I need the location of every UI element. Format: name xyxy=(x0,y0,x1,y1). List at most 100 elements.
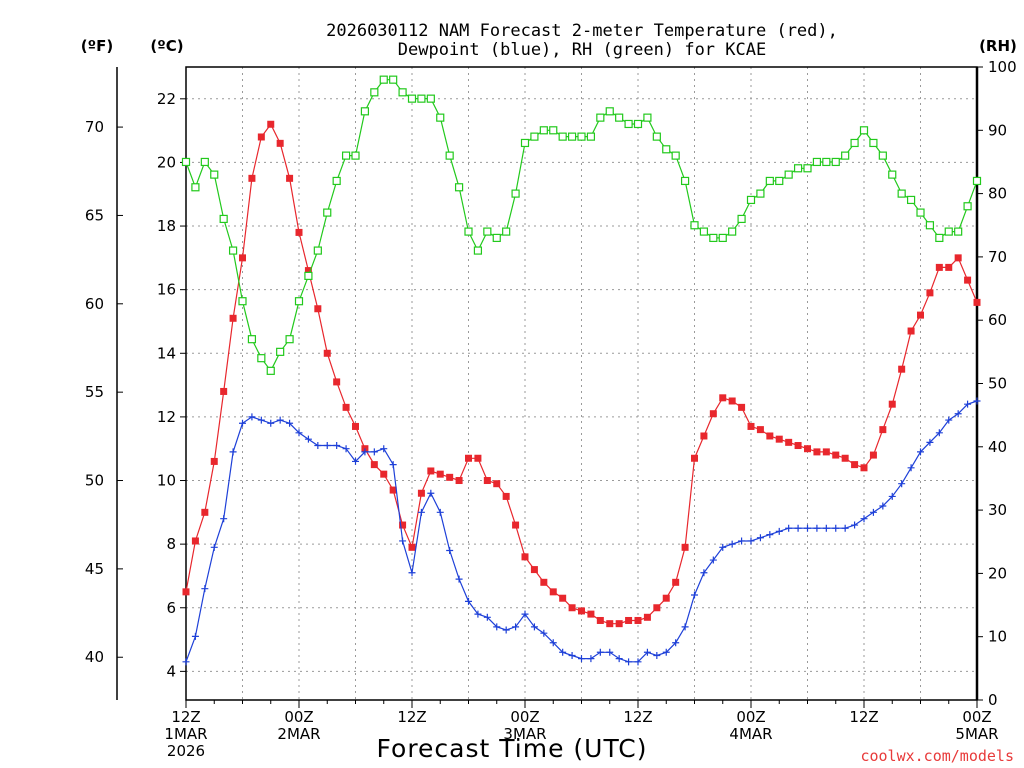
temperature-point xyxy=(587,610,595,618)
dewpoint-point xyxy=(408,569,416,577)
temperature-point xyxy=(210,457,218,465)
rh-point xyxy=(869,138,878,148)
dewpoint-point xyxy=(672,639,680,647)
rh-point xyxy=(803,164,812,173)
dewpoint-point xyxy=(276,416,284,424)
temperature-point xyxy=(455,477,463,485)
dewpoint-point xyxy=(681,623,689,631)
fahrenheit-tick-label: 70 xyxy=(85,118,104,136)
axes: 4 6 8 10 12 14 16 18 20 22 40 45 50 55 60 65 70 0 10 20 30 40… xyxy=(85,58,1017,760)
temperature-point xyxy=(530,566,538,574)
dewpoint-point xyxy=(804,524,811,532)
celsius-tick-label: 4 xyxy=(166,662,176,680)
dewpoint-point xyxy=(483,613,491,621)
temperature-point xyxy=(191,537,199,545)
x-tick-label: 00Z 5MAR xyxy=(955,708,998,743)
x-axis-title: Forecast Time (UTC) xyxy=(377,734,648,763)
x-tick-label: 12Z 1MAR 2026 xyxy=(164,708,207,760)
rh-point xyxy=(935,233,944,243)
rh-point xyxy=(549,126,558,135)
rh-tick-label: 80 xyxy=(988,185,1007,203)
celsius-tick-label: 20 xyxy=(157,153,176,171)
dewpoint-point xyxy=(502,626,510,634)
celsius-axis-label: (ºC) xyxy=(150,37,183,55)
rh-point xyxy=(200,157,209,167)
rh-point xyxy=(888,170,897,179)
rh-point xyxy=(483,227,492,236)
rh-point xyxy=(492,233,501,243)
fahrenheit-tick-label: 55 xyxy=(85,383,104,401)
temperature-point xyxy=(408,543,416,551)
x-tick-label: 12Z xyxy=(849,708,878,726)
grid-lines xyxy=(186,67,977,700)
dewpoint-point xyxy=(926,438,934,446)
temperature-point xyxy=(521,553,529,561)
dewpoint-point xyxy=(333,442,341,450)
rh-point xyxy=(379,75,388,84)
rh-point xyxy=(925,221,935,230)
dewpoint-point xyxy=(832,524,840,532)
celsius-tick-label: 14 xyxy=(157,344,176,362)
rh-point xyxy=(793,164,803,173)
temperature-point xyxy=(672,578,680,586)
temperature-point xyxy=(483,477,491,485)
rh-point xyxy=(210,170,219,179)
temperature-point xyxy=(578,607,585,615)
temperature-point xyxy=(766,432,774,440)
temperature-point xyxy=(964,276,972,284)
rh-point xyxy=(219,214,228,224)
rh-tick-label: 70 xyxy=(988,248,1007,266)
rh-point xyxy=(247,335,257,344)
chart-title-line-2: Dewpoint (blue), RH (green) for KCAE xyxy=(398,40,766,60)
rh-point xyxy=(360,107,370,116)
dewpoint-point xyxy=(738,537,746,545)
temperature-point xyxy=(502,492,510,500)
temperature-point xyxy=(898,365,906,373)
dewpoint-point xyxy=(888,492,896,500)
temperature-point xyxy=(926,289,934,297)
dewpoint-point xyxy=(455,575,463,583)
celsius-tick-label: 8 xyxy=(166,535,176,553)
temperature-point xyxy=(182,588,190,596)
rh-point xyxy=(530,132,539,141)
fahrenheit-axis-label: (ºF) xyxy=(81,37,113,55)
temperature-point xyxy=(540,578,548,586)
dewpoint-point xyxy=(286,419,294,427)
dewpoint-point xyxy=(841,524,849,532)
temperature-point xyxy=(465,454,472,462)
rh-point xyxy=(323,208,332,217)
rh-tick-label: 30 xyxy=(988,501,1007,519)
rh-point xyxy=(332,176,341,186)
rh-point xyxy=(812,157,822,167)
rh-point xyxy=(502,227,511,236)
celsius-tick-label: 22 xyxy=(157,90,176,108)
dewpoint-point xyxy=(973,397,981,405)
dewpoint-point xyxy=(380,445,388,453)
temperature-point xyxy=(822,448,830,456)
rh-point xyxy=(756,189,765,198)
temperature-point xyxy=(756,426,764,434)
rh-point xyxy=(972,176,982,186)
temperature-point xyxy=(474,454,482,462)
dewpoint-point xyxy=(879,502,887,510)
x-tick-label: 00Z 2MAR xyxy=(277,708,320,743)
rh-point xyxy=(680,176,690,186)
fahrenheit-tick-label: 50 xyxy=(85,472,104,490)
rh-point xyxy=(615,113,624,122)
rh-tick-label: 10 xyxy=(988,628,1007,646)
rh-point xyxy=(859,126,869,135)
rh-point xyxy=(567,132,577,141)
dewpoint-point xyxy=(239,419,246,427)
data-series xyxy=(181,75,982,666)
celsius-tick-label: 6 xyxy=(166,599,176,617)
dewpoint-point xyxy=(813,524,821,532)
temperature-point xyxy=(935,263,943,271)
dewpoint-point xyxy=(370,448,378,456)
rh-point xyxy=(426,94,435,103)
temperature-point xyxy=(417,489,425,497)
celsius-tick-label: 12 xyxy=(157,408,176,426)
temperature-point xyxy=(596,616,604,624)
temperature-point xyxy=(625,616,633,624)
temperature-point xyxy=(370,461,378,469)
dewpoint-point xyxy=(662,648,670,656)
